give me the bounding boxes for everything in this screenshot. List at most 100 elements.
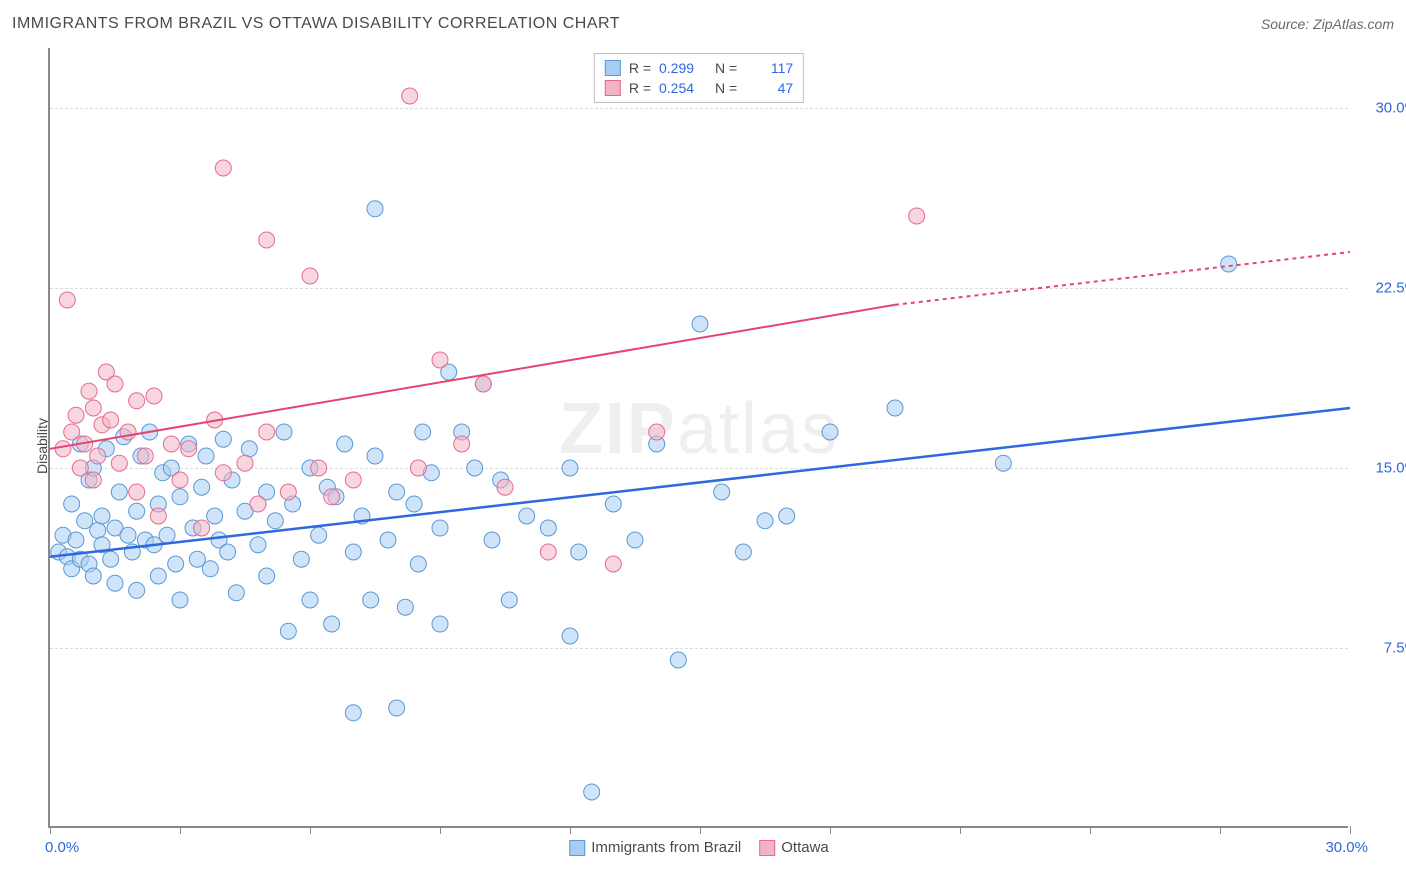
trend-line	[50, 408, 1350, 557]
data-point	[90, 448, 106, 464]
data-point	[68, 407, 84, 423]
data-point	[250, 496, 266, 512]
data-point	[410, 460, 426, 476]
data-point	[146, 388, 162, 404]
chart-header: IMMIGRANTS FROM BRAZIL VS OTTAWA DISABIL…	[0, 0, 1406, 40]
legend-r-label: R =	[629, 80, 651, 96]
data-point	[68, 532, 84, 548]
x-tick	[830, 826, 831, 834]
data-point	[887, 400, 903, 416]
data-point	[484, 532, 500, 548]
legend-correlation: R =0.299N =117R =0.254N =47	[594, 53, 804, 103]
trend-line-extrapolated	[895, 252, 1350, 305]
data-point	[280, 623, 296, 639]
data-point	[410, 556, 426, 572]
legend-swatch	[569, 840, 585, 856]
data-point	[822, 424, 838, 440]
data-point	[757, 513, 773, 529]
legend-n-label: N =	[715, 60, 737, 76]
data-point	[120, 527, 136, 543]
x-tick	[1090, 826, 1091, 834]
data-point	[129, 503, 145, 519]
legend-swatch	[759, 840, 775, 856]
data-point	[267, 513, 283, 529]
data-point	[324, 489, 340, 505]
data-point	[1221, 256, 1237, 272]
data-point	[72, 460, 88, 476]
data-point	[85, 472, 101, 488]
data-point	[627, 532, 643, 548]
legend-label: Ottawa	[781, 839, 829, 856]
data-point	[207, 508, 223, 524]
data-point	[406, 496, 422, 512]
x-min-label: 0.0%	[45, 839, 79, 856]
scatter-svg	[50, 48, 1348, 826]
data-point	[276, 424, 292, 440]
data-point	[432, 616, 448, 632]
data-point	[137, 448, 153, 464]
data-point	[163, 436, 179, 452]
data-point	[605, 556, 621, 572]
data-point	[111, 455, 127, 471]
data-point	[779, 508, 795, 524]
legend-n-value: 47	[745, 80, 793, 96]
legend-stat-row: R =0.254N =47	[605, 78, 793, 98]
data-point	[432, 352, 448, 368]
data-point	[120, 424, 136, 440]
data-point	[202, 561, 218, 577]
data-point	[237, 455, 253, 471]
data-point	[150, 508, 166, 524]
data-point	[198, 448, 214, 464]
legend-r-value: 0.299	[659, 60, 707, 76]
data-point	[103, 412, 119, 428]
data-point	[367, 201, 383, 217]
x-tick	[50, 826, 51, 834]
data-point	[389, 700, 405, 716]
data-point	[111, 484, 127, 500]
data-point	[415, 424, 431, 440]
data-point	[497, 479, 513, 495]
data-point	[402, 88, 418, 104]
data-point	[64, 496, 80, 512]
legend-item: Immigrants from Brazil	[569, 839, 741, 856]
data-point	[259, 424, 275, 440]
data-point	[475, 376, 491, 392]
data-point	[107, 575, 123, 591]
data-point	[107, 376, 123, 392]
legend-r-label: R =	[629, 60, 651, 76]
data-point	[293, 551, 309, 567]
data-point	[380, 532, 396, 548]
data-point	[519, 508, 535, 524]
data-point	[571, 544, 587, 560]
data-point	[150, 568, 166, 584]
legend-item: Ottawa	[759, 839, 829, 856]
data-point	[194, 479, 210, 495]
data-point	[181, 441, 197, 457]
data-point	[337, 436, 353, 452]
data-point	[220, 544, 236, 560]
data-point	[363, 592, 379, 608]
data-point	[692, 316, 708, 332]
legend-label: Immigrants from Brazil	[591, 839, 741, 856]
data-point	[215, 160, 231, 176]
data-point	[995, 455, 1011, 471]
data-point	[311, 460, 327, 476]
data-point	[311, 527, 327, 543]
data-point	[129, 582, 145, 598]
data-point	[241, 441, 257, 457]
data-point	[735, 544, 751, 560]
data-point	[59, 292, 75, 308]
x-tick	[1220, 826, 1221, 834]
chart-title: IMMIGRANTS FROM BRAZIL VS OTTAWA DISABIL…	[12, 15, 620, 33]
x-tick	[960, 826, 961, 834]
data-point	[562, 628, 578, 644]
x-tick	[570, 826, 571, 834]
data-point	[584, 784, 600, 800]
data-point	[302, 268, 318, 284]
data-point	[81, 383, 97, 399]
data-point	[432, 520, 448, 536]
data-point	[345, 705, 361, 721]
data-point	[129, 393, 145, 409]
data-point	[367, 448, 383, 464]
data-point	[540, 520, 556, 536]
